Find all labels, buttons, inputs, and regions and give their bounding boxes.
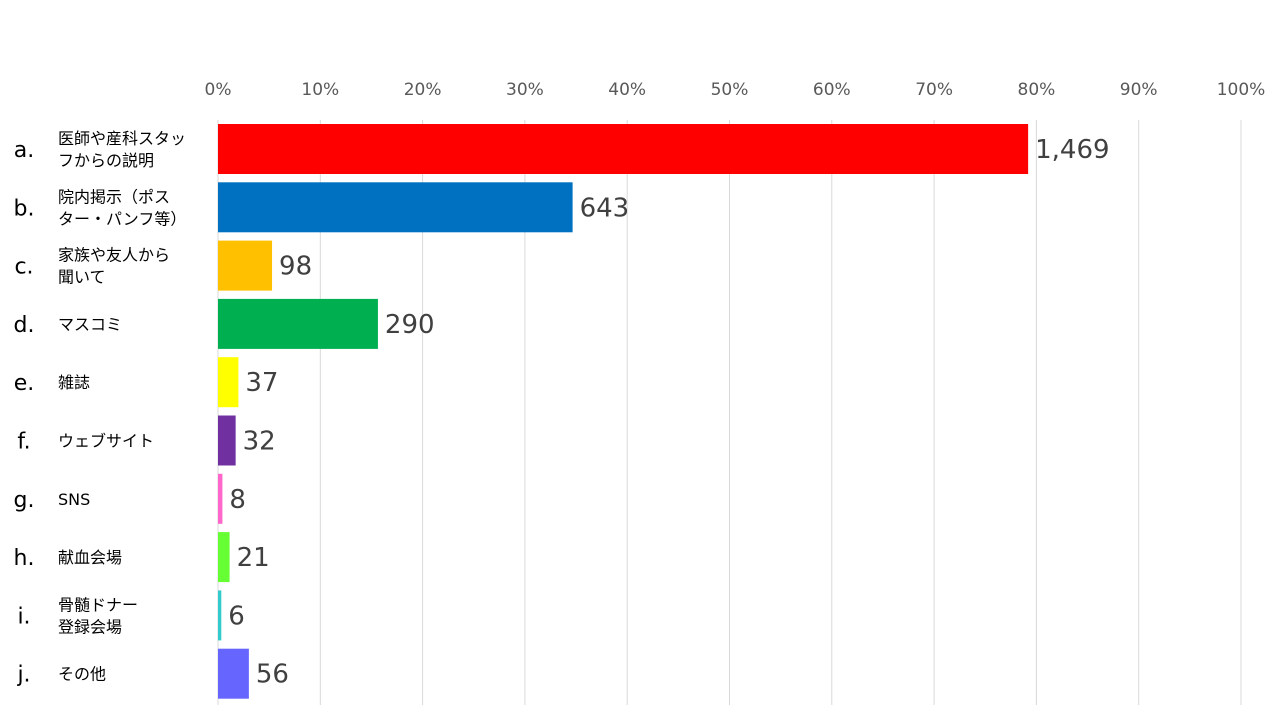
category-label: 院内掲示（ポス: [58, 187, 170, 206]
data-label: 6: [228, 601, 245, 631]
category-label: SNS: [58, 490, 90, 509]
data-label: 21: [237, 543, 270, 573]
data-label: 1,469: [1035, 135, 1109, 165]
bar: [218, 298, 378, 349]
category-label: 献血会場: [58, 548, 122, 567]
bar: [218, 357, 239, 408]
category-label: 雑誌: [58, 373, 90, 392]
bar: [218, 240, 273, 291]
category-letter: a.: [14, 138, 34, 163]
category-label: 登録会場: [58, 617, 122, 636]
category-letter: i.: [17, 604, 30, 629]
category-letter: d.: [14, 313, 35, 338]
data-label: 37: [245, 368, 278, 398]
x-tick-label: 60%: [813, 80, 851, 100]
x-tick-label: 40%: [608, 80, 646, 100]
data-label: 643: [580, 193, 630, 223]
data-label: 8: [229, 485, 246, 515]
x-tick-label: 0%: [205, 80, 232, 100]
x-tick-label: 20%: [404, 80, 442, 100]
category-label: 骨髄ドナー: [58, 595, 138, 614]
bars: [218, 124, 1029, 699]
bar: [218, 415, 236, 466]
category-letter: c.: [14, 255, 33, 280]
bar: [218, 124, 1029, 174]
category-letter: f.: [17, 430, 30, 455]
data-label: 290: [385, 310, 435, 340]
data-label: 56: [256, 660, 289, 690]
category-label: 家族や友人から: [58, 246, 170, 265]
category-label: ター・パンフ等）: [58, 209, 186, 228]
x-axis-tick-labels: 0% 10% 20% 30% 40% 50% 60% 70% 80% 90% 100%: [205, 80, 1266, 100]
x-tick-label: 70%: [915, 80, 953, 100]
category-label: 聞いて: [58, 268, 106, 287]
category-label: ウェブサイト: [58, 432, 154, 451]
category-letter: j.: [16, 663, 30, 688]
bar: [218, 648, 249, 699]
x-tick-label: 50%: [711, 80, 749, 100]
bar: [218, 590, 222, 641]
category-label: 医師や産科スタッ: [58, 129, 186, 148]
category-letter: g.: [14, 488, 35, 513]
x-tick-label: 90%: [1120, 80, 1158, 100]
x-tick-label: 10%: [301, 80, 339, 100]
bar: [218, 532, 230, 583]
category-label: その他: [58, 665, 106, 684]
x-tick-label: 80%: [1018, 80, 1056, 100]
category-letter: b.: [14, 196, 35, 221]
category-label: マスコミ: [58, 315, 122, 334]
bar: [218, 473, 223, 524]
category-letter: h.: [14, 546, 35, 571]
x-tick-label: 100%: [1217, 80, 1266, 100]
x-tick-label: 30%: [506, 80, 544, 100]
data-label: 32: [243, 427, 276, 457]
data-labels: 1,469 643 98 290 37 32 8 21 6 56: [228, 135, 1109, 690]
category-letter: e.: [14, 371, 35, 396]
bar: [218, 182, 573, 233]
data-label: 98: [279, 252, 312, 282]
category-label: フからの説明: [58, 151, 154, 170]
